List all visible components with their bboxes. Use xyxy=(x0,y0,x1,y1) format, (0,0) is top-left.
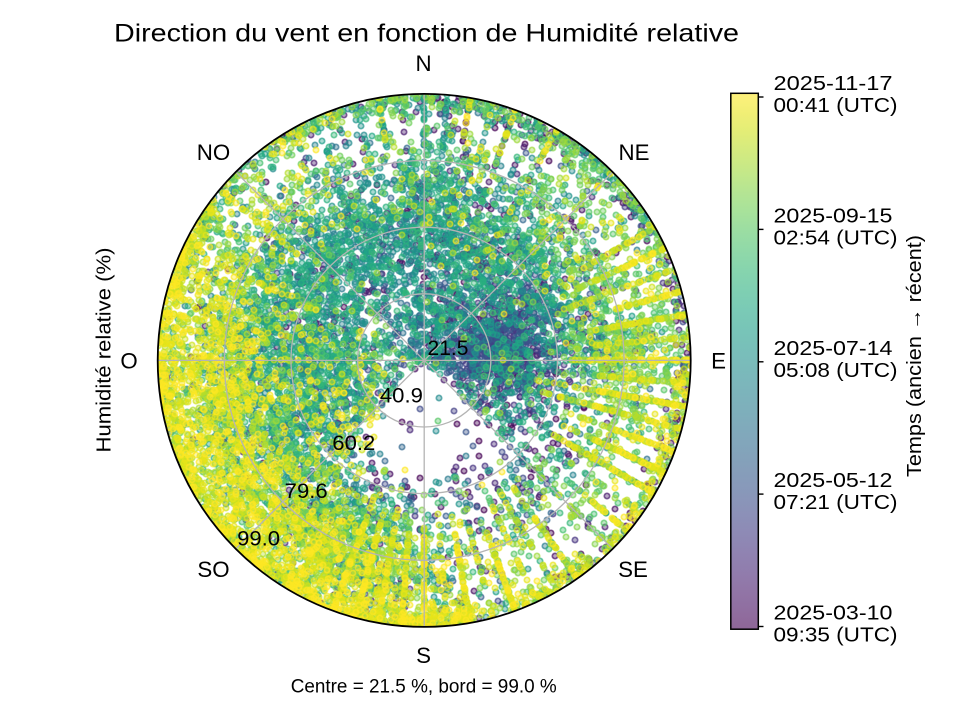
svg-text:02:54 (UTC): 02:54 (UTC) xyxy=(774,227,898,249)
svg-text:40.9: 40.9 xyxy=(380,385,423,408)
svg-text:S: S xyxy=(416,643,431,668)
svg-text:NO: NO xyxy=(197,140,230,165)
svg-text:2025-11-17: 2025-11-17 xyxy=(774,73,893,95)
svg-text:00:41 (UTC): 00:41 (UTC) xyxy=(774,95,898,117)
svg-text:Centre = 21.5 %, bord = 99.0 %: Centre = 21.5 %, bord = 99.0 % xyxy=(291,676,557,698)
svg-text:NE: NE xyxy=(619,140,650,165)
svg-text:2025-05-12: 2025-05-12 xyxy=(774,470,893,492)
svg-text:N: N xyxy=(415,51,431,76)
svg-text:2025-07-14: 2025-07-14 xyxy=(774,338,893,360)
svg-text:79.6: 79.6 xyxy=(285,480,328,503)
svg-text:Temps (ancien → récent): Temps (ancien → récent) xyxy=(904,235,926,477)
svg-text:SE: SE xyxy=(618,557,648,582)
svg-text:07:21 (UTC): 07:21 (UTC) xyxy=(774,492,898,514)
svg-text:2025-03-10: 2025-03-10 xyxy=(774,603,893,625)
svg-text:05:08 (UTC): 05:08 (UTC) xyxy=(774,360,898,382)
svg-text:09:35 (UTC): 09:35 (UTC) xyxy=(774,625,898,647)
svg-text:99.0: 99.0 xyxy=(237,527,280,550)
svg-text:O: O xyxy=(120,349,137,374)
svg-text:Direction du vent en fonction: Direction du vent en fonction de Humidit… xyxy=(114,20,739,48)
svg-text:60.2: 60.2 xyxy=(332,432,375,455)
svg-text:SO: SO xyxy=(197,557,229,582)
svg-text:21.5: 21.5 xyxy=(428,337,469,360)
svg-text:Humidité relative (%): Humidité relative (%) xyxy=(94,248,116,453)
svg-text:E: E xyxy=(711,349,726,374)
svg-text:2025-09-15: 2025-09-15 xyxy=(774,206,893,228)
